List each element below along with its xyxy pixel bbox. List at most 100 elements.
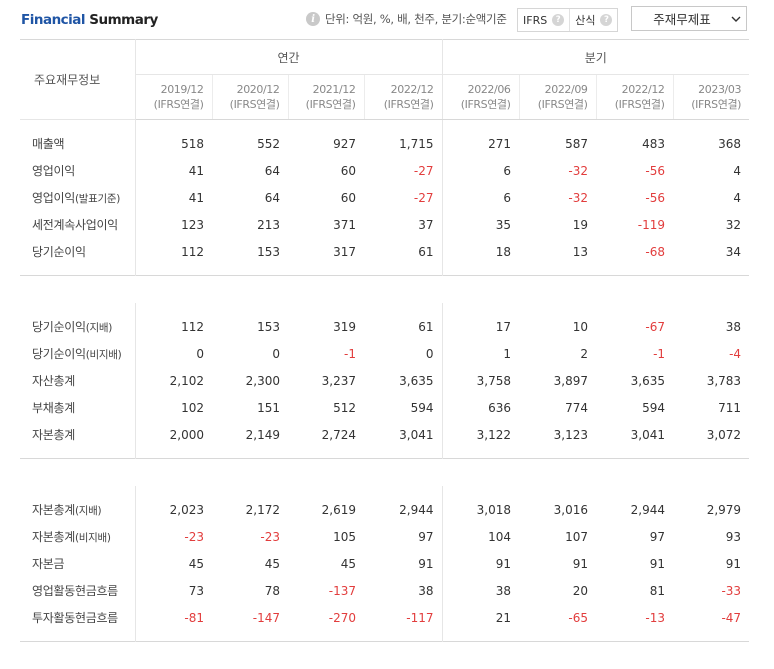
title-part-summary: Summary (85, 12, 158, 28)
row-label[interactable]: 영업활동현금흐름 (20, 577, 136, 604)
table-row: 영업이익 41 64 60 -27 6 -32 -56 4 (20, 157, 749, 184)
annual-group-header: 연간 (135, 39, 443, 75)
row-label-main: 당기순이익 (32, 347, 86, 361)
column-header: 2022/12 (IFRS연결) (595, 74, 674, 120)
row-label[interactable]: 자본총계 (20, 421, 136, 448)
formula-label: 산식 (575, 14, 596, 27)
value-cell: 1 (441, 340, 520, 367)
value-cell: 17 (441, 313, 520, 340)
row-label[interactable]: 자본금 (20, 550, 136, 577)
value-cell: 0 (196, 346, 204, 361)
value-cell: 13 (572, 244, 589, 259)
help-icon[interactable]: ? (600, 14, 613, 26)
row-label[interactable]: 투자활동현금흐름 (20, 604, 136, 631)
value-cell: 483 (642, 136, 666, 151)
statement-select-value: 주재무제표 (653, 12, 711, 27)
value-cell: 2,300 (245, 373, 280, 388)
column-header: 2019/12 (IFRS연결) (135, 74, 212, 120)
row-label[interactable]: 당기순이익(비지배) (20, 340, 136, 367)
table-row: 영업이익(발표기준) 41 64 60 -27 6 -32 -56 4 (20, 184, 749, 211)
value-cell: 19 (572, 217, 589, 232)
table-row: 당기순이익(지배) 112 153 319 61 17 10 -67 38 (20, 313, 749, 340)
value-cell: 112 (181, 244, 204, 259)
value-cell: 91 (725, 556, 742, 571)
value-cell: 3,635 (399, 373, 434, 388)
value-cell: -32 (568, 163, 589, 178)
row-label[interactable]: 자본총계(비지배) (20, 523, 136, 550)
value-cell: 61 (418, 244, 434, 259)
statement-select[interactable]: 주재무제표 (631, 6, 747, 31)
value-cell: -47 (721, 610, 742, 625)
value-cell: 20 (572, 583, 589, 598)
value-cell: -65 (568, 610, 589, 625)
value-cell: 368 (718, 136, 742, 151)
value-cell: -23 (260, 529, 280, 544)
table-row: 자본총계(지배) 2,023 2,172 2,619 2,944 3,018 3,016 2,… (20, 496, 749, 523)
column-header: 2022/06 (IFRS연결) (441, 74, 520, 120)
formula-option[interactable]: 산식 ? (569, 9, 617, 31)
value-cell: 3,041 (399, 427, 434, 442)
row-label[interactable]: 당기순이익 (20, 238, 136, 265)
info-icon[interactable]: i (306, 12, 320, 26)
row-label[interactable]: 매출액 (20, 130, 136, 157)
column-period: 2021/12 (312, 83, 356, 96)
value-cell: 2,944 (630, 502, 666, 517)
value-cell: 512 (333, 400, 356, 415)
row-label-main: 자본총계 (32, 503, 75, 517)
ifrs-option[interactable]: IFRS ? (518, 9, 569, 31)
value-cell: 123 (181, 217, 204, 232)
table-row: 자본금 45 45 45 91 91 91 91 91 (20, 550, 749, 577)
value-cell: 594 (642, 400, 666, 415)
row-label[interactable]: 부채총계 (20, 394, 136, 421)
row-label[interactable]: 영업이익 (20, 157, 136, 184)
value-cell: 38 (418, 583, 434, 598)
value-cell: -119 (637, 217, 666, 232)
value-cell: 636 (441, 394, 520, 421)
row-label-main: 영업이익 (32, 191, 75, 205)
row-label-main: 매출액 (32, 137, 65, 151)
column-period: 2020/12 (236, 83, 280, 96)
row-label[interactable]: 당기순이익(지배) (20, 313, 136, 340)
value-cell: 97 (418, 529, 434, 544)
value-cell: -27 (413, 163, 434, 178)
value-cell: 91 (418, 556, 434, 571)
value-cell: 73 (188, 583, 204, 598)
row-label[interactable]: 자산총계 (20, 367, 136, 394)
value-cell: -56 (645, 163, 666, 178)
value-cell: 518 (181, 136, 204, 151)
row-label-main: 세전계속사업이익 (32, 218, 118, 232)
quarter-group-header: 분기 (441, 39, 750, 75)
row-label-sub: (비지배) (85, 349, 122, 361)
ifrs-label: IFRS (523, 13, 548, 27)
row-label[interactable]: 영업이익(발표기준) (20, 184, 136, 211)
table-row: 영업활동현금흐름 73 78 -137 38 38 20 81 -33 (20, 577, 749, 604)
value-cell: 271 (441, 130, 520, 157)
table-row: 당기순이익(비지배) 0 0 -1 0 1 2 -1 -4 (20, 340, 749, 367)
column-period: 2022/09 (544, 83, 588, 96)
value-cell: 38 (441, 577, 520, 604)
value-cell: 81 (649, 583, 666, 598)
value-cell: 35 (441, 211, 520, 238)
row-label-main: 당기순이익 (32, 245, 86, 259)
help-icon[interactable]: ? (552, 14, 565, 26)
unit-text: 단위: 억원, %, 배, 천주, 분기:순액기준 (325, 12, 507, 26)
value-cell: 45 (340, 556, 356, 571)
value-cell: -1 (653, 346, 666, 361)
value-cell: 64 (264, 190, 280, 205)
value-cell: 774 (565, 400, 589, 415)
value-cell: 37 (418, 217, 434, 232)
column-basis: (IFRS연결) (305, 98, 356, 111)
value-cell: 105 (333, 529, 356, 544)
value-cell: 2,102 (169, 373, 204, 388)
value-cell: 3,897 (553, 373, 589, 388)
column-basis: (IFRS연결) (691, 98, 742, 111)
row-label[interactable]: 자본총계(지배) (20, 496, 136, 523)
row-label[interactable]: 세전계속사업이익 (20, 211, 136, 238)
value-cell: 91 (649, 556, 666, 571)
column-header: 2020/12 (IFRS연결) (211, 74, 288, 120)
standard-toggle: IFRS ? 산식 ? (517, 8, 619, 32)
value-cell: 371 (333, 217, 356, 232)
column-header: 2021/12 (IFRS연결) (287, 74, 364, 120)
value-cell: 102 (181, 400, 204, 415)
column-period: 2019/12 (160, 83, 204, 96)
